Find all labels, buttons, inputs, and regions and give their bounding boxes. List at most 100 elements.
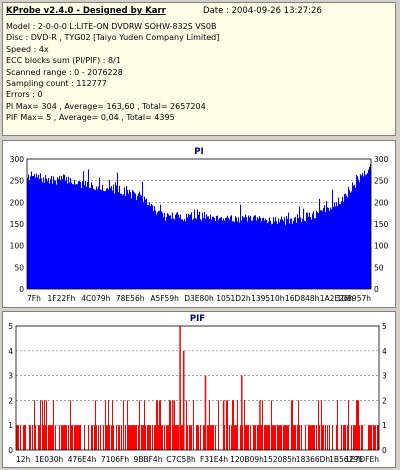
pi-bar [315,218,317,289]
pif-bar [182,425,183,450]
pi-bar [224,220,226,289]
pif-bar [255,425,256,450]
pi-bar [253,216,255,289]
pif-bar [373,425,374,450]
pif-bar [131,425,132,450]
pif-bar [269,425,270,450]
pi-bar [202,212,204,289]
pif-bar [164,425,165,450]
x-tick-label: F31E4h [200,455,228,464]
pi-bar [199,211,201,289]
pi-bar [274,221,276,289]
pi-bar [33,176,35,289]
pif-bar [92,425,93,450]
pi-bar [177,212,179,289]
pi-bar [98,186,100,289]
pi-bar [293,220,295,289]
pif-bar [174,400,175,450]
pif-bar [233,400,234,450]
pif-bar [156,400,157,450]
pi-bar [242,216,244,289]
pif-bar [244,400,245,450]
y-tick-right: 1 [382,421,387,430]
pi-bar [244,217,246,289]
pif-bar [189,425,190,450]
pi-bar [339,204,341,289]
pi-bar [55,180,57,289]
pif-bar [32,425,33,450]
pi-bar [139,191,141,289]
pi-bar [357,176,359,289]
pi-chart-panel: PI 0 0 50 50 100 100 150 150 200 200 250 250 300 300 7F… [2,140,396,308]
pif-bar [298,400,299,450]
pi-bar [167,213,169,289]
pi-bar [135,193,137,289]
pif-bar [187,425,188,450]
pi-bar [95,190,97,289]
pi-bar [306,212,308,289]
pif-bar [250,425,251,450]
pif-bar [318,400,319,450]
pi-bar [79,181,81,289]
pi-bar [32,176,34,289]
pi-bar [48,177,50,289]
pi-bar [40,173,42,289]
pi-bar [105,190,107,289]
info-panel: KProbe v2.4.0 - Designed by Karr Date : … [2,2,396,136]
x-tick-label: 7106Fh [101,455,129,464]
pi-bar [67,183,69,289]
pif-bar [168,425,169,450]
pif-bar [150,425,151,450]
pi-bar [228,217,230,289]
x-tick-label: 1051D2h [216,294,251,303]
pi-bar [260,217,262,289]
pif-bar [345,425,346,450]
pi-bar [64,174,66,289]
pif-bar [40,400,41,450]
pif-bar [316,425,317,450]
pif-bar [113,425,114,450]
pif-bar [204,425,205,450]
x-tick-label: 1F22Fh [48,294,76,303]
pif-bar [262,400,263,450]
pi-bar [362,172,364,289]
pi-bar [96,186,98,289]
pi-bar [291,218,293,289]
pif-bar [94,425,95,450]
y-tick-left: 1 [8,421,13,430]
pif-bar [215,425,216,450]
info-disc: Disc : DVD-R , TYG02 [Taiyo Yuden Compan… [6,33,220,43]
pi-bar [31,171,33,289]
pi-bar [266,220,268,289]
pi-bar [125,196,127,289]
pi-bar [217,215,219,289]
pi-bar [363,176,365,289]
pif-bar [378,425,379,450]
pi-bar [346,195,348,289]
pif-bar [245,425,246,450]
pi-bar [66,176,68,289]
y-tick-left: 150 [10,220,25,229]
pif-bar [274,425,275,450]
pif-bar [169,400,170,450]
pif-bar [149,425,150,450]
pi-bar [141,195,143,289]
pif-bar [267,425,268,450]
x-tick-label: 7Fh [27,294,41,303]
pif-bar [359,425,360,450]
pi-bar [311,219,313,289]
pif-bar [48,425,49,450]
pif-bar [52,425,53,450]
pi-bar [104,191,106,289]
pi-bar [168,214,170,289]
pi-bar [46,178,48,289]
pi-bar [230,216,232,289]
pif-bar [337,400,338,450]
pif-bar [264,425,265,450]
pi-bar [340,203,342,289]
pi-bar [91,182,93,289]
pi-bar [212,216,214,289]
pi-bar [42,182,44,289]
pi-bar [50,179,52,289]
pi-bar [87,182,89,289]
